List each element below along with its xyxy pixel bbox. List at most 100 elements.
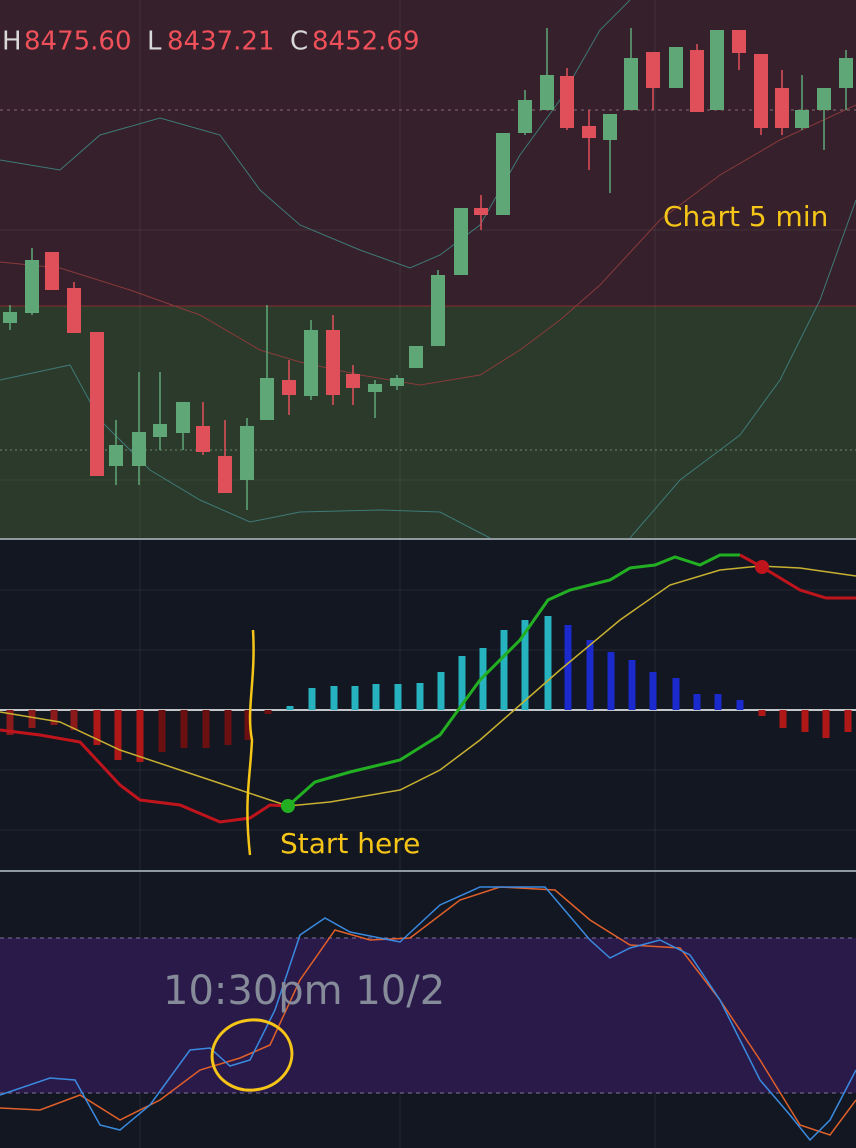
group bbox=[775, 70, 789, 135]
group bbox=[218, 420, 232, 493]
shape-rect bbox=[736, 700, 744, 710]
group bbox=[710, 30, 724, 110]
macd-panel: Start here bbox=[0, 553, 856, 860]
group bbox=[390, 375, 404, 390]
shape-rect bbox=[454, 208, 468, 275]
shape-rect bbox=[458, 656, 466, 710]
shape-rect bbox=[779, 710, 787, 728]
shape-polyline bbox=[739, 553, 856, 600]
group bbox=[132, 372, 146, 485]
shape-rect bbox=[3, 312, 17, 323]
shape-rect bbox=[67, 288, 81, 333]
group bbox=[109, 420, 123, 485]
shape-rect bbox=[582, 126, 596, 138]
l-value: 8437.21 bbox=[167, 27, 275, 57]
shape-rect bbox=[518, 100, 532, 133]
group bbox=[839, 50, 853, 110]
timestamp: 10:30pm 10/2 bbox=[163, 968, 445, 1014]
group bbox=[795, 75, 809, 130]
group bbox=[176, 402, 190, 450]
shape-polyline bbox=[0, 0, 631, 269]
shape-rect bbox=[496, 133, 510, 215]
shape-rect bbox=[368, 384, 382, 392]
shape-rect bbox=[70, 710, 78, 730]
shape-rect bbox=[50, 710, 58, 725]
shape-rect bbox=[196, 426, 210, 452]
h-value: 8475.60 bbox=[24, 27, 132, 57]
shape-rect bbox=[93, 710, 101, 745]
shape-polyline bbox=[0, 886, 856, 1136]
group bbox=[454, 208, 468, 275]
shape-rect bbox=[560, 76, 574, 128]
shape-rect bbox=[437, 672, 445, 710]
h-label: H bbox=[2, 27, 22, 57]
shape-circle bbox=[281, 799, 295, 813]
shape-rect bbox=[372, 684, 380, 710]
shape-rect bbox=[416, 683, 424, 710]
shape-rect bbox=[628, 660, 636, 710]
group bbox=[431, 270, 445, 346]
group bbox=[260, 305, 274, 420]
shape-rect bbox=[158, 710, 166, 752]
shape-rect bbox=[564, 625, 572, 710]
shape-rect bbox=[136, 710, 144, 762]
shape-polyline bbox=[0, 728, 289, 824]
group bbox=[45, 252, 59, 290]
shape-polyline bbox=[287, 553, 740, 808]
group bbox=[732, 30, 746, 70]
group bbox=[240, 418, 254, 510]
group bbox=[754, 54, 768, 135]
shape-rect bbox=[6, 710, 14, 735]
group bbox=[690, 44, 704, 112]
shape-rect bbox=[240, 426, 254, 480]
shape-rect bbox=[607, 652, 615, 710]
shape-rect bbox=[839, 58, 853, 88]
group bbox=[153, 372, 167, 450]
shape-rect bbox=[132, 432, 146, 466]
shape-rect bbox=[264, 710, 272, 714]
shape-rect bbox=[754, 54, 768, 128]
shape-rect bbox=[0, 938, 856, 1093]
shape-rect bbox=[775, 88, 789, 128]
shape-rect bbox=[45, 252, 59, 290]
shape-rect bbox=[586, 640, 594, 710]
group bbox=[646, 52, 660, 110]
shape-rect bbox=[646, 52, 660, 88]
shape-rect bbox=[672, 678, 680, 710]
shape-rect bbox=[28, 710, 36, 728]
shape-rect bbox=[286, 706, 294, 710]
group bbox=[496, 133, 510, 215]
l-label: L bbox=[147, 27, 162, 57]
shape-rect bbox=[409, 346, 423, 368]
shape-rect bbox=[690, 50, 704, 112]
shape-rect bbox=[500, 630, 508, 710]
group bbox=[304, 320, 318, 400]
shape-rect bbox=[202, 710, 210, 748]
group bbox=[560, 68, 574, 130]
shape-rect bbox=[624, 58, 638, 110]
shape-rect bbox=[176, 402, 190, 433]
shape-rect bbox=[844, 710, 852, 732]
shape-rect bbox=[308, 688, 316, 710]
group bbox=[817, 88, 831, 150]
c-label: C bbox=[290, 27, 308, 57]
shape-polyline bbox=[0, 565, 856, 807]
shape-rect bbox=[474, 208, 488, 215]
start-note: Start here bbox=[280, 827, 420, 860]
shape-rect bbox=[153, 424, 167, 437]
shape-polyline bbox=[629, 199, 856, 539]
shape-rect bbox=[282, 380, 296, 395]
group bbox=[196, 402, 210, 455]
group bbox=[326, 315, 340, 405]
shape-rect bbox=[351, 686, 359, 710]
shape-rect bbox=[649, 672, 657, 710]
shape-rect bbox=[330, 686, 338, 710]
shape-path bbox=[246, 629, 255, 856]
shape-rect bbox=[394, 684, 402, 710]
group bbox=[603, 114, 617, 193]
group bbox=[282, 360, 296, 415]
shape-rect bbox=[758, 710, 766, 716]
group bbox=[3, 305, 17, 330]
shape-rect bbox=[304, 330, 318, 396]
